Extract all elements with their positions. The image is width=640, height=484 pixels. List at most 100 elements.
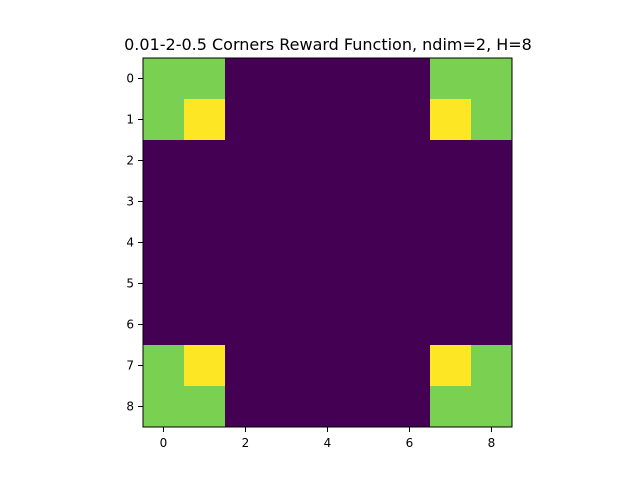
heatmap-cell: [266, 222, 308, 264]
y-tick-label: 4: [126, 236, 134, 250]
x-tick-label: 4: [324, 436, 332, 450]
heatmap-cell: [225, 304, 267, 346]
heatmap-cell: [348, 304, 390, 346]
heatmap-cell: [266, 263, 308, 305]
heatmap-cell: [307, 386, 349, 428]
y-tick-label: 5: [126, 277, 134, 291]
heatmap-cell: [471, 304, 513, 346]
y-tick-label: 1: [126, 113, 134, 127]
y-tick-label: 2: [126, 154, 134, 168]
x-axis: 0 2 4 6 8: [160, 427, 496, 450]
heatmap-cell: [471, 181, 513, 223]
heatmap-cell: [266, 58, 308, 100]
heatmap-cell: [430, 58, 472, 100]
heatmap-cells: [143, 58, 513, 428]
y-tick-label: 3: [126, 195, 134, 209]
heatmap-cell: [184, 345, 226, 387]
heatmap-cell: [266, 99, 308, 141]
heatmap-cell: [348, 263, 390, 305]
heatmap-cell: [348, 140, 390, 182]
heatmap-cell: [389, 263, 431, 305]
heatmap-cell: [307, 304, 349, 346]
heatmap-cell: [348, 99, 390, 141]
heatmap-cell: [143, 345, 185, 387]
heatmap-cell: [225, 99, 267, 141]
heatmap-cell: [184, 58, 226, 100]
heatmap-cell: [430, 345, 472, 387]
heatmap-cell: [225, 140, 267, 182]
heatmap-cell: [266, 304, 308, 346]
heatmap-cell: [184, 222, 226, 264]
heatmap-cell: [266, 181, 308, 223]
heatmap-cell: [430, 386, 472, 428]
heatmap-cell: [471, 140, 513, 182]
heatmap-cell: [471, 386, 513, 428]
heatmap-cell: [225, 386, 267, 428]
heatmap-cell: [184, 386, 226, 428]
heatmap-cell: [143, 222, 185, 264]
heatmap-cell: [471, 263, 513, 305]
heatmap-cell: [471, 99, 513, 141]
heatmap-cell: [430, 304, 472, 346]
heatmap-cell: [471, 58, 513, 100]
heatmap-cell: [389, 304, 431, 346]
chart-title: 0.01-2-0.5 Corners Reward Function, ndim…: [124, 35, 532, 54]
y-tick-label: 8: [126, 400, 134, 414]
heatmap-cell: [348, 386, 390, 428]
heatmap-cell: [307, 222, 349, 264]
heatmap-cell: [307, 263, 349, 305]
heatmap-cell: [307, 140, 349, 182]
heatmap-cell: [143, 386, 185, 428]
y-tick-label: 6: [126, 318, 134, 332]
heatmap-cell: [184, 140, 226, 182]
heatmap-cell: [348, 345, 390, 387]
heatmap-cell: [225, 181, 267, 223]
x-tick-label: 6: [406, 436, 414, 450]
heatmap-cell: [389, 140, 431, 182]
x-tick-label: 8: [488, 436, 496, 450]
heatmap-cell: [348, 222, 390, 264]
heatmap-cell: [225, 345, 267, 387]
heatmap-cell: [430, 181, 472, 223]
heatmap-cell: [307, 58, 349, 100]
y-tick-label: 7: [126, 359, 134, 373]
heatmap-cell: [471, 222, 513, 264]
heatmap-cell: [389, 222, 431, 264]
y-tick-label: 0: [126, 72, 134, 86]
heatmap-cell: [389, 386, 431, 428]
x-tick-label: 0: [160, 436, 168, 450]
heatmap-cell: [348, 58, 390, 100]
heatmap-cell: [389, 345, 431, 387]
heatmap-cell: [430, 99, 472, 141]
heatmap-cell: [143, 58, 185, 100]
heatmap-cell: [184, 304, 226, 346]
heatmap-cell: [143, 99, 185, 141]
heatmap-cell: [143, 140, 185, 182]
heatmap-cell: [266, 386, 308, 428]
heatmap-cell: [389, 58, 431, 100]
heatmap-cell: [143, 263, 185, 305]
heatmap-cell: [143, 181, 185, 223]
heatmap-cell: [225, 222, 267, 264]
heatmap-cell: [307, 345, 349, 387]
x-tick-label: 2: [242, 436, 250, 450]
heatmap-cell: [184, 181, 226, 223]
heatmap-cell: [389, 99, 431, 141]
heatmap-cell: [430, 263, 472, 305]
heatmap-cell: [430, 140, 472, 182]
heatmap-cell: [225, 263, 267, 305]
y-axis: 0 1 2 3 4 5 6 7 8: [126, 72, 143, 414]
heatmap-cell: [266, 140, 308, 182]
heatmap-cell: [266, 345, 308, 387]
heatmap-cell: [307, 181, 349, 223]
heatmap-cell: [225, 58, 267, 100]
heatmap-cell: [143, 304, 185, 346]
heatmap-cell: [184, 99, 226, 141]
heatmap-cell: [389, 181, 431, 223]
heatmap-cell: [430, 222, 472, 264]
heatmap-cell: [471, 345, 513, 387]
heatmap-cell: [348, 181, 390, 223]
heatmap-cell: [184, 263, 226, 305]
